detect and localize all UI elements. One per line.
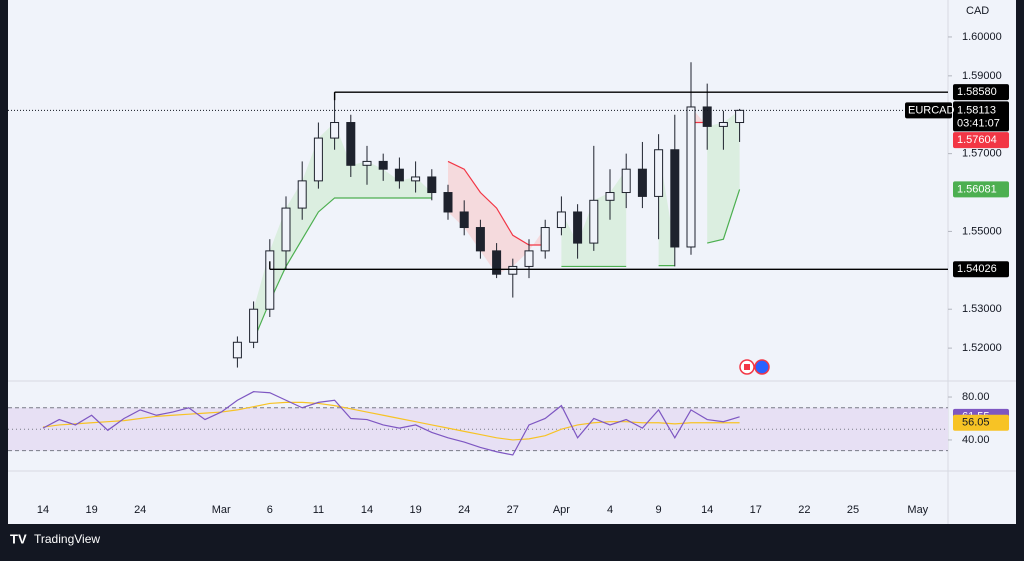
x-tick-label: 14 [361,504,373,516]
x-tick-label: 27 [507,504,519,516]
candle-body [265,250,275,310]
candle-body [492,250,502,275]
x-tick-label: 14 [37,504,49,516]
y-tick-label: 1.57000 [962,148,1002,160]
candle-body [411,176,421,182]
x-tick-label: 25 [847,504,859,516]
candle-body [297,180,307,209]
y-tick-label: 1.53000 [962,303,1002,315]
price-tag [953,261,1009,278]
supertrend-line [253,189,741,341]
x-tick-label: 11 [313,504,324,516]
price-tag-label: 1.54026 [957,263,997,275]
candle-body [605,192,615,201]
candle-body [718,122,728,127]
candle-body [621,168,631,194]
candle-body [281,207,291,252]
price-tag [953,84,1009,101]
x-tick-label: 19 [409,504,421,516]
x-tick-label: 24 [458,504,470,516]
rsi-pane [8,391,948,456]
axes: 14 19 24 Mar 6 11 14 19 24 27 Apr 4 9 14 17 22 25 May 1.52… [37,31,1009,516]
x-tick-label: 24 [134,504,146,516]
price-tag [953,181,1009,198]
price-tag-label: 1.56081 [957,183,997,195]
x-tick-label: 4 [607,504,613,516]
candle-body [524,250,534,267]
candle-body [508,265,518,275]
candle-body [573,211,583,244]
currency-label: CAD [966,5,989,17]
x-tick-label: Mar [212,504,231,516]
brand: TV TradingView [10,531,100,546]
symbol-tag [905,102,952,119]
x-tick-label: 9 [656,504,662,516]
candle-body [735,109,745,124]
symbol-label: EURCAD [908,104,955,116]
candle-body [427,176,437,194]
rsi-band [8,407,948,451]
countdown: 03:41:07 [957,117,1000,129]
candle-body [459,211,469,229]
price-pane [8,62,948,368]
x-tick-label: 6 [267,504,273,516]
candle-body [330,122,340,139]
candle-body [394,168,404,182]
candle-body [540,227,550,252]
rsi-tick-label: 40.00 [962,434,990,446]
y-tick-label: 1.52000 [962,342,1002,354]
candle-body [556,211,566,229]
price-tag [953,132,1009,149]
rsi-tick-label: 80.00 [962,391,990,403]
candle-body [249,308,259,343]
trend-fill [253,122,432,341]
price-tag-label: 1.57604 [957,134,997,146]
candle-body [475,227,485,252]
candle-body [589,199,599,244]
rsi-ma-line [42,401,740,441]
candle-body [232,341,242,359]
candle-body [670,149,680,248]
candle-body [378,160,388,170]
svg-text:TV: TV [10,531,27,546]
x-tick-label: 17 [750,504,762,516]
price-tag-label: 1.58113 [957,104,996,116]
x-tick-label: Apr [553,504,570,516]
candle-body [346,122,356,166]
candle-body [313,137,323,182]
price-tag-label: 1.58580 [957,86,997,98]
price-tag [953,101,1009,132]
candle-body [686,106,696,248]
x-tick-label: May [907,504,928,516]
candle-body [443,192,453,213]
flags [739,359,770,375]
rsi-tag [953,414,1009,431]
y-tick-label: 1.59000 [962,70,1002,82]
rsi-tag-label: 56.05 [962,417,990,429]
y-tick-label: 1.55000 [962,225,1002,237]
x-tick-label: 22 [798,504,810,516]
candle-body [702,106,712,127]
y-tick-label: 1.60000 [962,31,1002,43]
brand-name: TradingView [34,532,100,546]
trend-fill [707,110,740,244]
x-tick-label: 14 [701,504,713,516]
candle-body [637,168,647,197]
x-tick-label: 19 [85,504,97,516]
candle-body [654,149,664,197]
candle-body [362,160,372,166]
rsi-line [42,391,740,456]
trend-fill [448,161,546,275]
